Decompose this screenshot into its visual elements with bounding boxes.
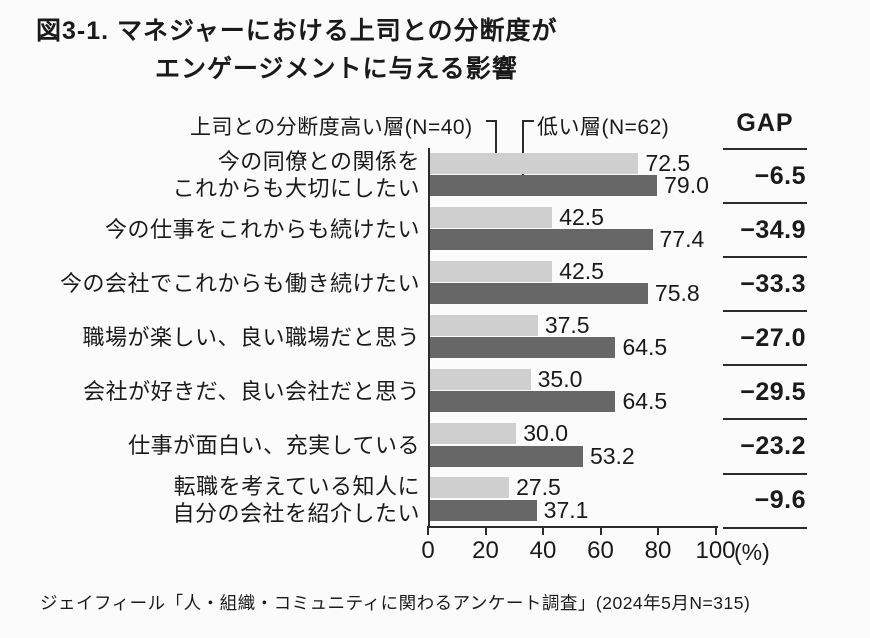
bar-value-label: 27.5: [516, 474, 561, 501]
category-label-line: これからも大切にしたい: [172, 176, 420, 202]
gap-value: −6.5: [723, 150, 807, 205]
bar-low-group: [430, 229, 653, 251]
bar-high-group: [430, 477, 510, 499]
gap-column-header: GAP: [736, 109, 794, 137]
x-axis-tick-label: 100: [695, 537, 736, 564]
legend-low-group-label: 低い層(N=62): [537, 116, 670, 139]
bar-value-label: 42.5: [559, 203, 604, 230]
bar-low-group: [430, 337, 616, 359]
bar-value-label: 64.5: [622, 388, 668, 415]
bar-high-group: [430, 368, 531, 390]
bar-low-group: [430, 499, 537, 521]
x-axis-tick-label: 60: [587, 537, 614, 564]
x-axis-tick-label: 80: [644, 537, 672, 564]
bar-value-label: 37.5: [544, 311, 590, 338]
category-label-line: 仕事が面白い、充実している: [128, 433, 420, 459]
gap-column: −6.5 −34.9 −33.3 −27.0 −29.5 −23.2 −9.6: [723, 148, 807, 529]
legend-leader-line-high: [495, 120, 497, 164]
figure-title-line2: エンゲージメントに与える影響: [155, 55, 518, 83]
bar-value-label: 72.5: [645, 149, 691, 176]
legend-high-group-label: 上司との分断度高い層(N=40): [190, 116, 473, 139]
x-axis-tick: [484, 526, 487, 535]
x-axis-tick-label: 20: [472, 537, 499, 564]
x-axis-unit-label: (%): [734, 539, 770, 565]
bar-high-group: [430, 206, 553, 228]
bar-value-label: 42.5: [559, 257, 604, 284]
category-label-line: 今の同僚との関係を: [217, 149, 420, 175]
bar-high-group: [430, 423, 517, 444]
category-label-line: 今の仕事をこれからも続けたい: [104, 216, 420, 242]
gap-value: −9.6: [723, 475, 807, 529]
bar-low-group: [430, 175, 658, 196]
x-axis-tick: [542, 526, 544, 535]
x-axis-tick: [657, 526, 659, 535]
x-axis-tick: [714, 526, 717, 535]
category-label-line: 職場が楽しい、良い職場だと思う: [82, 324, 420, 350]
gap-value: −23.2: [723, 420, 807, 475]
bar-value-label: 79.0: [664, 172, 709, 198]
y-axis-line: [428, 148, 430, 528]
category-label-line: 転職を考えている知人に: [173, 473, 420, 499]
category-label: 職場が楽しい、良い職場だと思う: [30, 310, 420, 364]
gap-value: −34.9: [723, 204, 807, 259]
legend-leader-line-low: [524, 120, 534, 122]
bar-low-group: [430, 283, 648, 305]
bar-high-group: [430, 314, 538, 336]
category-label-line: 会社が好きだ、良い会社だと思う: [83, 378, 420, 404]
x-axis-tick: [427, 526, 429, 535]
category-label-line: 今の会社でこれからも働き続けたい: [59, 270, 420, 296]
source-note: ジェイフィール「人・組織・コミュニティに関わるアンケート調査」(2024年5月N…: [40, 593, 751, 613]
gap-value: −27.0: [723, 312, 807, 367]
category-label: 仕事が面白い、充実している: [30, 419, 420, 473]
figure-title: 図3-1. マネジャーにおける上司との分断度が エンゲージメントに与える影響: [36, 12, 558, 88]
category-label: 転職を考えている知人に 自分の会社を紹介したい: [30, 473, 420, 527]
category-label: 会社が好きだ、良い会社だと思う: [30, 364, 420, 418]
bar-value-label: 37.1: [543, 496, 589, 523]
bar-low-group: [430, 391, 616, 413]
bar-value-label: 53.2: [589, 442, 635, 469]
legend-leader-line-high: [486, 120, 497, 122]
bar-high-group: [430, 260, 553, 282]
x-axis-tick-label: 40: [529, 537, 557, 564]
gap-value: −29.5: [723, 366, 807, 421]
category-label: 今の会社でこれからも働き続けたい: [30, 256, 420, 310]
x-axis-tick-label: 0: [421, 537, 435, 564]
bar-value-label: 30.0: [523, 420, 569, 446]
x-axis-tick: [599, 526, 602, 535]
figure-title-line1: 図3-1. マネジャーにおける上司との分断度が: [36, 17, 558, 45]
category-label-line: 自分の会社を紹介したい: [172, 500, 420, 526]
bar-value-label: 77.4: [659, 226, 705, 253]
bar-high-group: [430, 152, 639, 174]
bar-low-group: [430, 445, 583, 467]
category-label: 今の同僚との関係を これからも大切にしたい: [30, 148, 420, 202]
gap-value: −33.3: [723, 258, 807, 313]
bar-value-label: 64.5: [622, 334, 668, 361]
bar-value-label: 35.0: [537, 365, 583, 392]
x-axis-line: [428, 526, 718, 528]
bar-value-label: 75.8: [654, 280, 700, 307]
category-label: 今の仕事をこれからも続けたい: [30, 202, 420, 256]
